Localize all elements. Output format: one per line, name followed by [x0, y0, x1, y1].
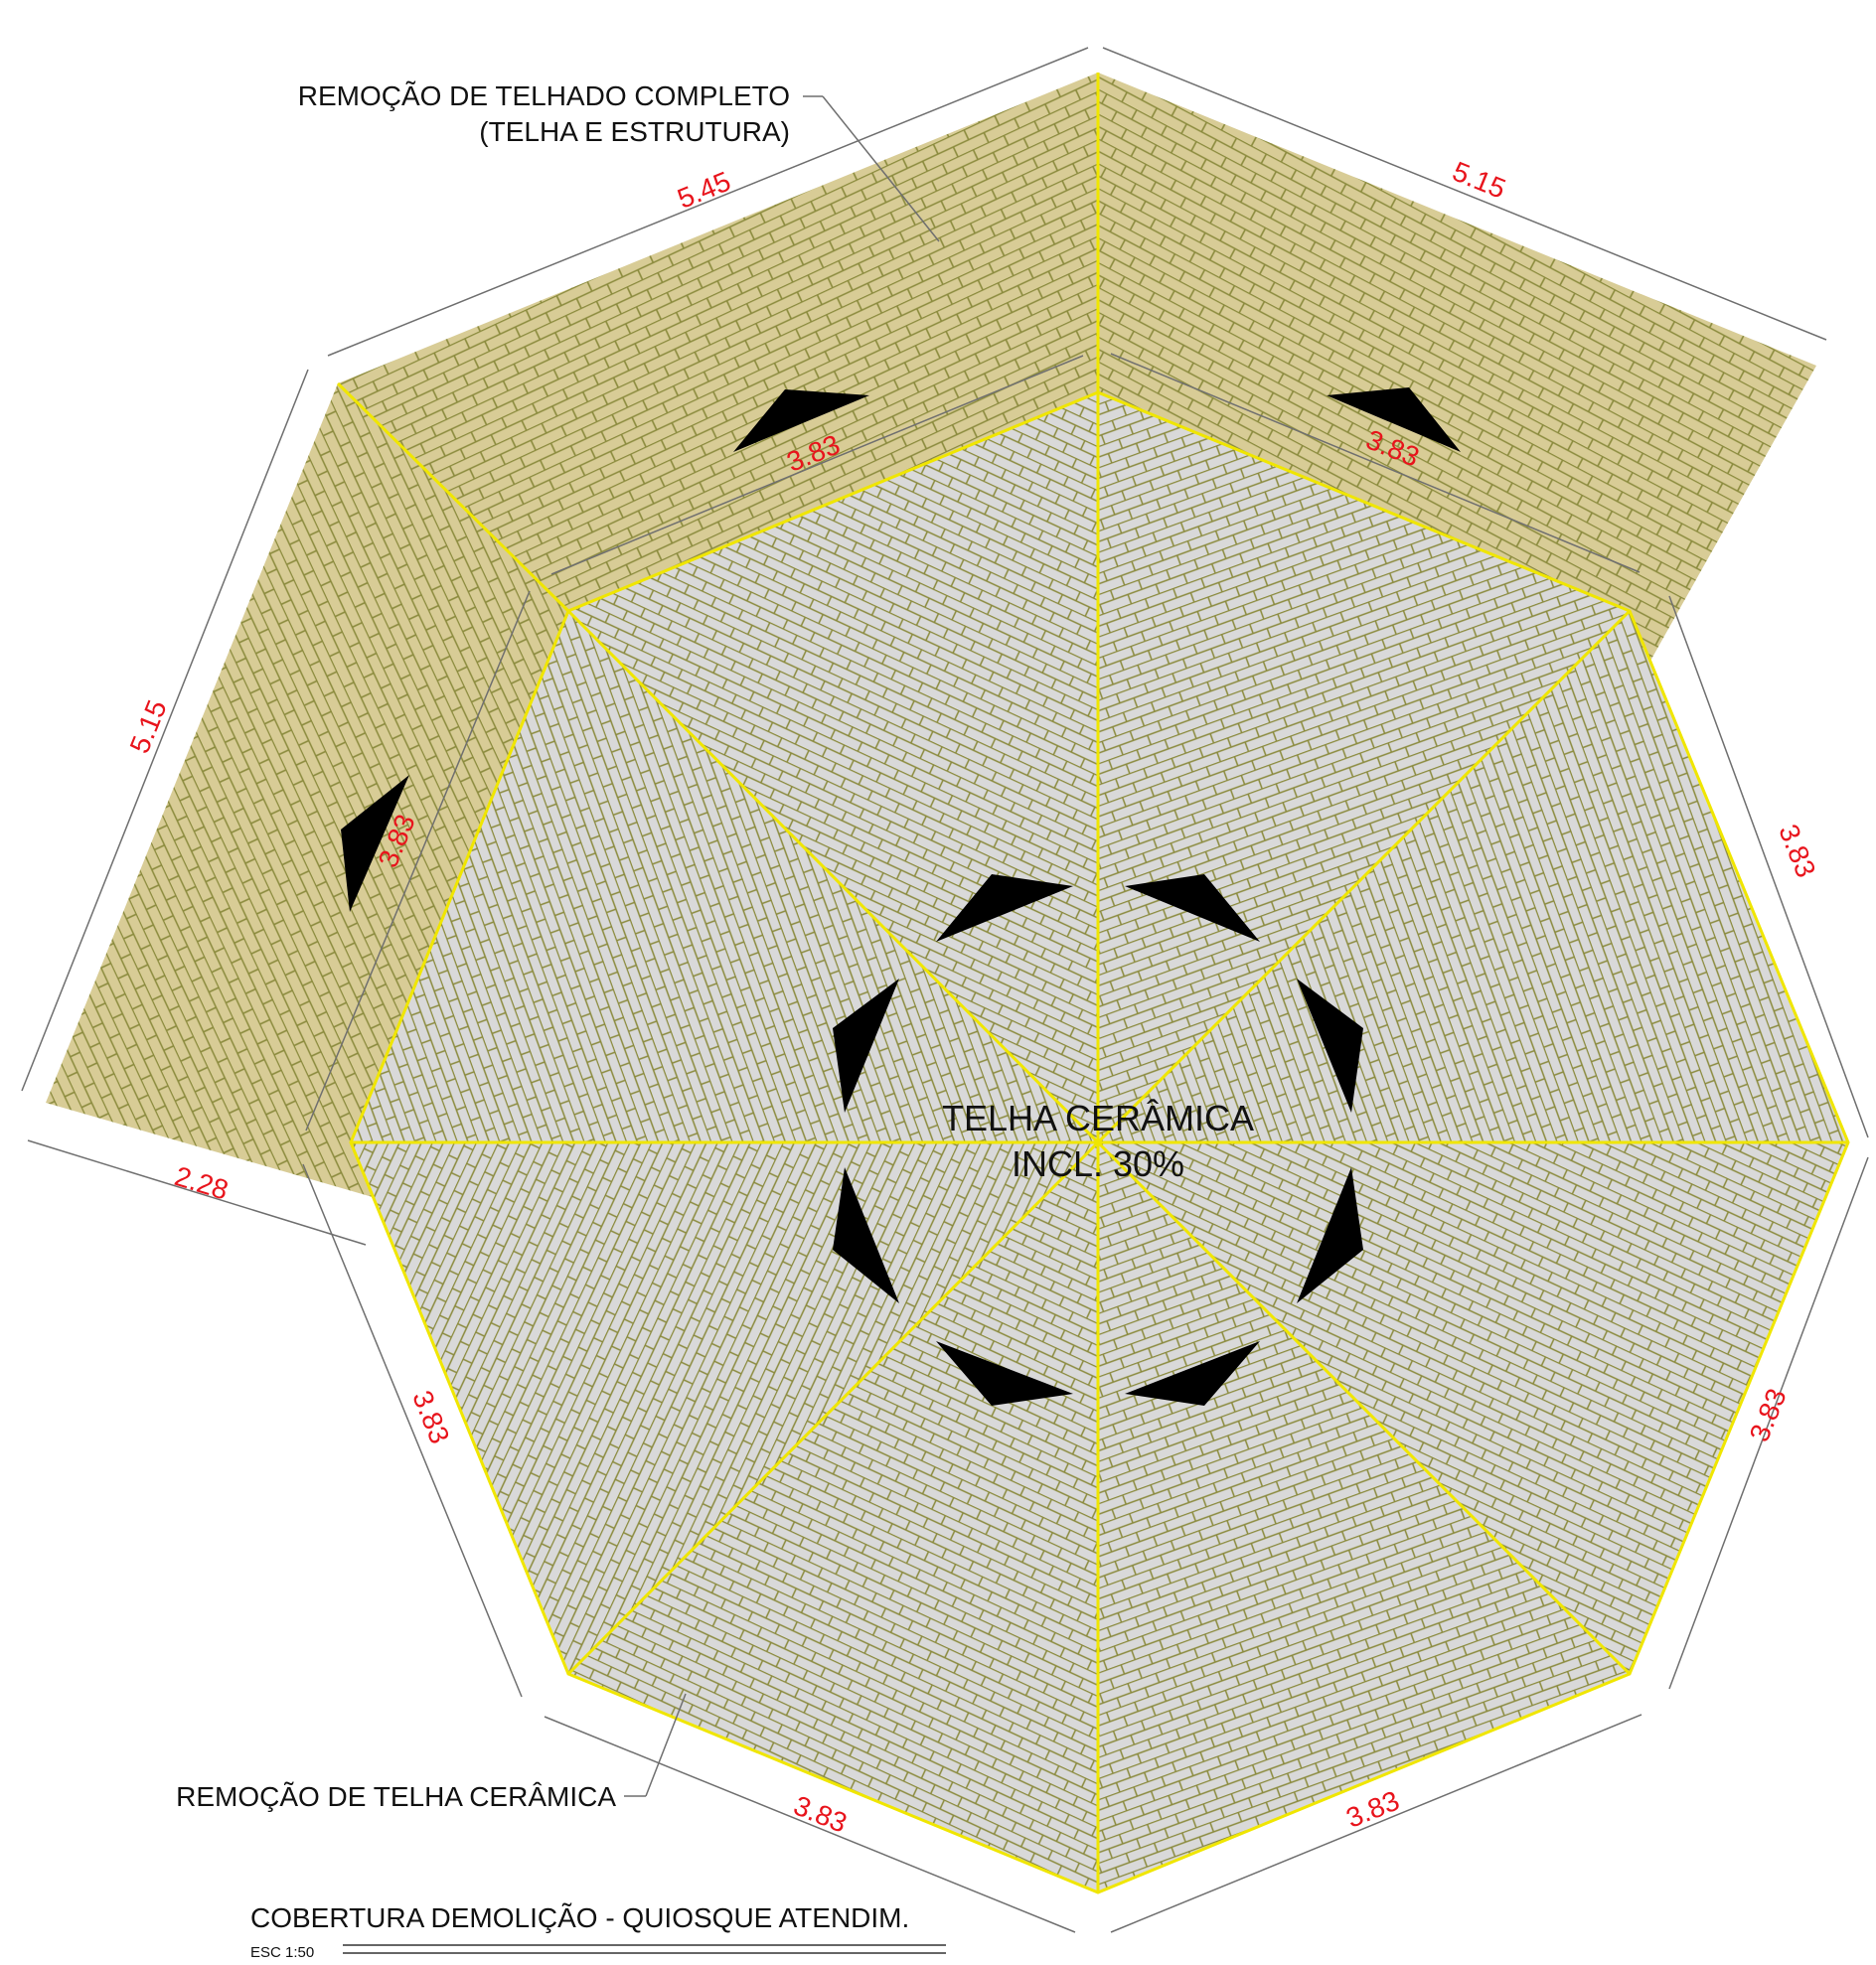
ceramic-tile-removal-label: REMOÇÃO DE TELHA CERÂMICA [176, 1781, 616, 1812]
dim-line-inner-top-left [550, 355, 1084, 575]
octagon-sector-8 [568, 392, 1098, 1142]
dimension-lines [21, 47, 1869, 1933]
dim-line-inner-left [305, 590, 531, 1132]
slope-arrow [1327, 387, 1461, 452]
full-roof-removal-label-line2: (TELHA E ESTRUTURA) [479, 116, 790, 147]
dim-line-bottom-right [1110, 1714, 1642, 1933]
octagon-sector-7 [351, 611, 1098, 1142]
dim-bottom-left: 3.83 [789, 1790, 851, 1839]
slope-arrow [936, 874, 1073, 942]
full-roof-removal-label-line1: REMOÇÃO DE TELHADO COMPLETO [298, 80, 790, 111]
title-block: COBERTURA DEMOLIÇÃO - QUIOSQUE ATENDIM. … [250, 1902, 946, 1961]
slope-arrow [833, 979, 899, 1113]
octagon-sector-4 [1098, 1142, 1630, 1892]
full-roof-removal-area [46, 73, 1816, 1197]
ridge-line [336, 381, 570, 613]
hip-line [566, 1140, 1100, 1676]
slope-arrow [1297, 979, 1363, 1113]
octagon-sector-6 [351, 1142, 1098, 1674]
drawing-title: COBERTURA DEMOLIÇÃO - QUIOSQUE ATENDIM. [250, 1902, 909, 1933]
octagon-sector-3 [1098, 1142, 1848, 1674]
dim-bottom-right: 3.83 [1341, 1785, 1403, 1834]
dim-top-left: 5.45 [673, 166, 734, 215]
dim-left: 5.15 [124, 695, 173, 757]
dim-line-left [21, 369, 309, 1092]
octagon-sector-5 [568, 1142, 1098, 1892]
center-label-line2: INCL. 30% [1012, 1143, 1184, 1184]
ridge-lines [336, 73, 1850, 1894]
dim-right-upper: 3.83 [1773, 820, 1821, 881]
hip-line [1096, 1140, 1632, 1676]
hip-line [566, 609, 1100, 1144]
dim-left-lower: 3.83 [406, 1386, 455, 1447]
slope-arrow [833, 1167, 899, 1303]
slope-arrow [1125, 1341, 1260, 1406]
slope-arrow [1125, 874, 1260, 942]
ceramic-roof-octagon [351, 392, 1848, 1892]
slope-arrows [341, 387, 1461, 1406]
leader-line [822, 95, 940, 242]
removal-panel-top-right [1098, 73, 1816, 663]
dim-line-left-bottom [27, 1139, 367, 1246]
slope-arrow [733, 389, 869, 452]
slope-arrow [1297, 1167, 1363, 1303]
removal-panel-left [46, 383, 568, 1197]
center-label-line1: TELHA CERÂMICA [942, 1098, 1254, 1138]
dim-left-bottom: 2.28 [171, 1160, 232, 1206]
dim-line-right-lower [1668, 1156, 1869, 1690]
dim-top-right: 5.15 [1448, 156, 1509, 205]
slope-arrow [936, 1341, 1073, 1406]
dim-line-inner-top-right [1110, 353, 1641, 573]
leader-line [645, 1693, 687, 1797]
drawing-scale: ESC 1:50 [250, 1944, 314, 1961]
octagon-sector-1 [1098, 392, 1630, 1142]
removal-panel-top-left [338, 73, 1098, 611]
slope-arrow [341, 775, 409, 912]
dim-line-bottom-left [544, 1716, 1076, 1933]
dim-line-right-upper [1668, 595, 1869, 1138]
hip-line [1096, 609, 1632, 1144]
dim-line-top-left [327, 47, 1089, 357]
dim-right-lower: 3.83 [1744, 1384, 1793, 1445]
dim-line-top-right [1102, 47, 1827, 341]
octagon-sector-2 [1098, 611, 1848, 1142]
dim-line-left-lower [302, 1163, 523, 1698]
